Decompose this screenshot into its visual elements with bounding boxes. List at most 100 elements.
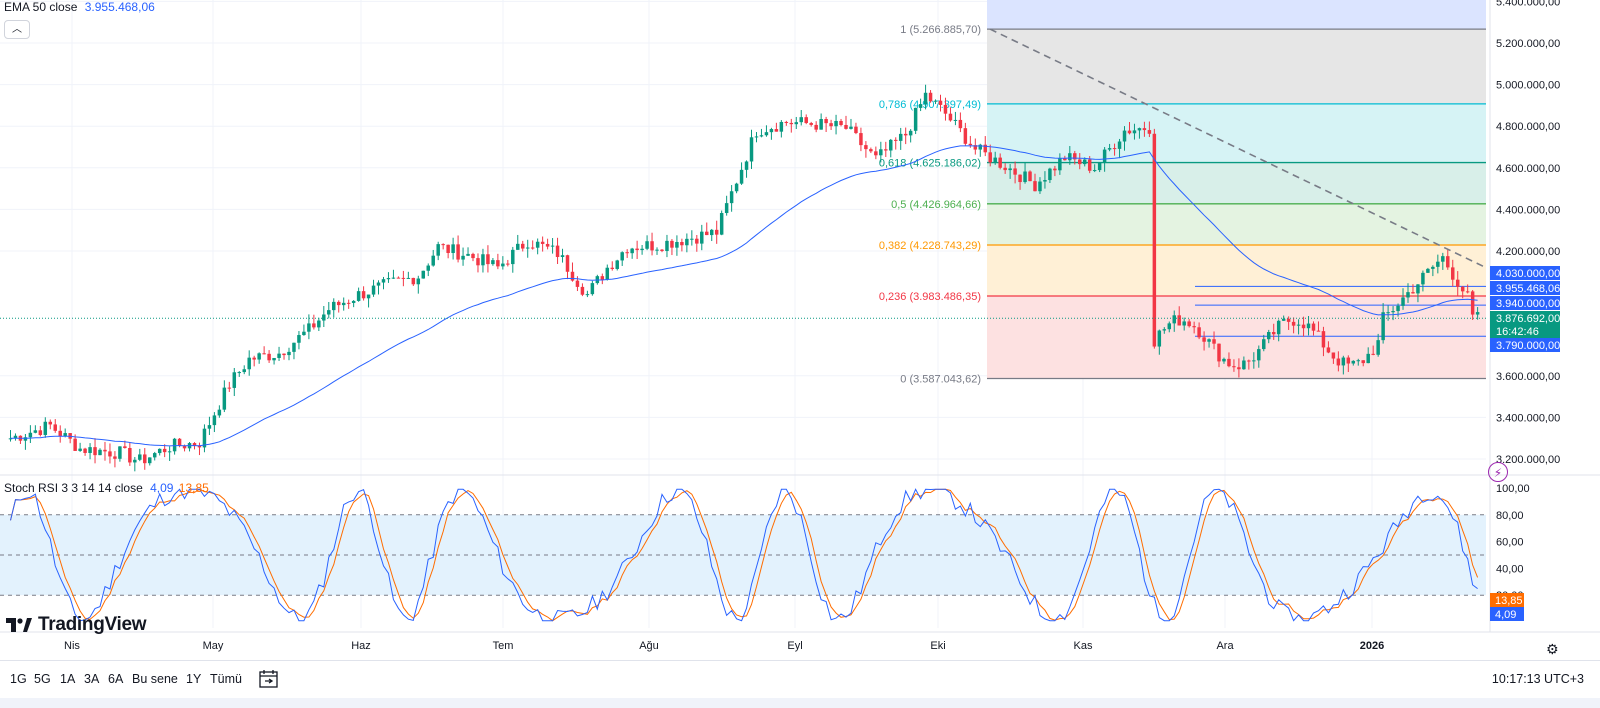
range-5g-button[interactable]: 5G (34, 672, 51, 686)
candle (202, 424, 207, 453)
candle-body (1262, 339, 1266, 350)
candle-body (406, 277, 411, 279)
candle-body (1127, 130, 1132, 134)
candle (525, 239, 530, 258)
utc-clock[interactable]: 10:17:13 UTC+3 (1491, 672, 1584, 686)
candle-body (1376, 340, 1380, 355)
candle (481, 248, 485, 273)
fib-zone (987, 245, 1486, 297)
ema-legend[interactable]: EMA 50 close 3.955.468,06 (4, 0, 155, 14)
range-3a-button[interactable]: 3A (84, 672, 100, 686)
candle (958, 112, 963, 133)
candle (680, 238, 684, 252)
candle (446, 244, 450, 259)
price-tag-text: 3.876.692,00 (1496, 313, 1560, 325)
range-6a-button[interactable]: 6A (108, 672, 124, 686)
price-tag-text: 3.790.000,00 (1496, 340, 1560, 352)
candle-body (779, 121, 784, 132)
candle-body (1331, 352, 1336, 359)
candle-body (1018, 174, 1022, 183)
candle (381, 276, 386, 290)
candle-body (133, 459, 137, 463)
candle-body (754, 136, 759, 138)
candle-body (555, 245, 560, 258)
collapse-legend-button[interactable]: ︿ (4, 20, 30, 39)
candle-body (849, 126, 853, 129)
candle (1157, 329, 1162, 355)
range-ytd-button[interactable]: Bu sene (132, 672, 178, 686)
candle (118, 446, 122, 462)
lightning-icon[interactable]: ⚡ (1488, 462, 1508, 482)
candle (496, 253, 500, 270)
candle (43, 417, 48, 438)
candle-body (545, 243, 550, 247)
candle (1266, 329, 1271, 344)
candle-body (471, 253, 475, 259)
candle-body (913, 107, 918, 131)
goto-date-icon[interactable] (258, 669, 280, 689)
range-1a-button[interactable]: 1A (60, 672, 76, 686)
candle-body (1112, 148, 1117, 150)
candle-body (675, 242, 679, 248)
candle-body (332, 301, 336, 311)
candle-body (719, 213, 724, 235)
candle (1197, 322, 1201, 340)
candle-body (1068, 153, 1072, 161)
candle-body (222, 387, 227, 410)
candle-body (879, 149, 883, 156)
range-1y-button[interactable]: 1Y (186, 672, 202, 686)
candle (167, 446, 172, 461)
stoch-legend[interactable]: Stoch RSI 3 3 14 14 close 4,09 13,85 (4, 481, 209, 495)
candle (187, 442, 192, 452)
candle (287, 347, 291, 361)
candle-body (889, 139, 893, 151)
candle (267, 350, 271, 363)
candle-body (1341, 357, 1346, 366)
candle (38, 425, 43, 437)
candle (1048, 167, 1052, 184)
candle-body (535, 241, 540, 248)
candle (560, 248, 565, 263)
candle (58, 425, 62, 443)
range-all-button[interactable]: Tümü (210, 672, 242, 686)
candle (789, 118, 794, 133)
candle-body (152, 453, 157, 458)
candle-body (282, 353, 286, 356)
candle (1192, 321, 1196, 334)
candle (819, 113, 823, 130)
candle (292, 342, 296, 360)
price-axis-tick: 3.600.000,00 (1496, 371, 1560, 383)
candle-body (575, 280, 580, 287)
candle-body (685, 238, 689, 246)
candle (1222, 357, 1226, 364)
range-1g-button[interactable]: 1G (10, 672, 27, 686)
price-axis: 5.400.000,00 5.200.000,00 5.000.000,00 4.80… (1490, 0, 1560, 466)
candle (1406, 283, 1410, 303)
candle-body (1356, 360, 1361, 362)
trendline (989, 28, 1487, 269)
candle-body (1048, 168, 1052, 181)
candle-body (1147, 130, 1152, 134)
candle (68, 433, 72, 444)
gear-icon[interactable]: ⚙ (1546, 641, 1559, 657)
candle (1291, 317, 1296, 334)
candle (839, 118, 843, 127)
candle-body (1132, 130, 1137, 134)
candle-body (1281, 318, 1286, 321)
candle-body (167, 451, 172, 453)
candle-body (650, 241, 654, 251)
candle-body (506, 263, 510, 265)
candle (361, 286, 366, 301)
candle-body (1416, 284, 1420, 294)
candle (670, 239, 674, 256)
candle (1028, 170, 1032, 182)
tradingview-logo[interactable]: TradingView (6, 614, 147, 636)
candle-body (1421, 272, 1425, 285)
candle-body (128, 447, 132, 463)
candle (903, 127, 908, 145)
candle (272, 357, 276, 365)
candle-body (700, 231, 704, 244)
candle (824, 116, 828, 132)
